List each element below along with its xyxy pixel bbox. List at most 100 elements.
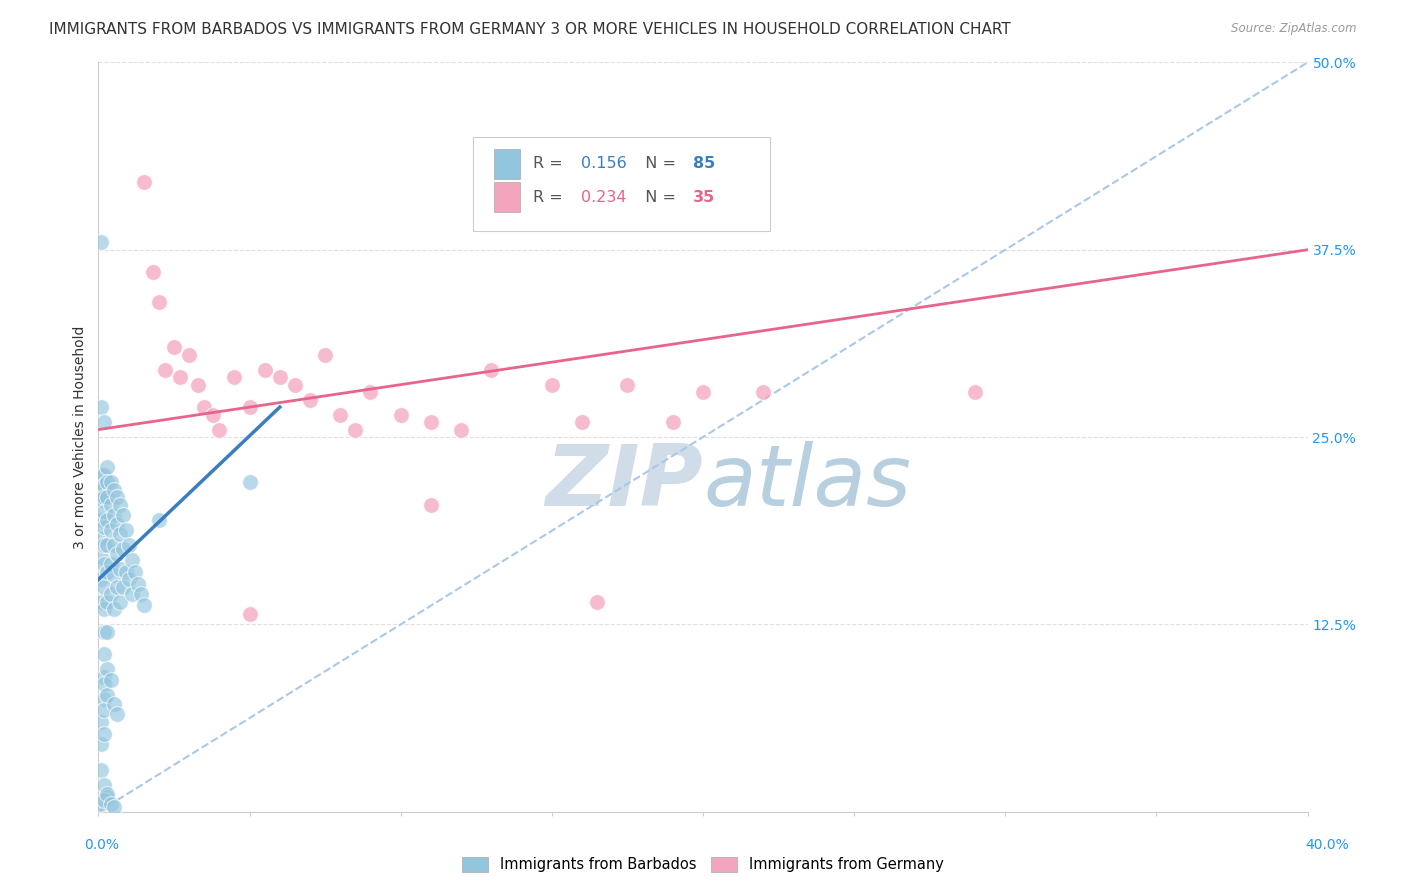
Point [90, 400, 112, 414]
Text: ZIP: ZIP [546, 441, 703, 524]
Point [93, 602, 115, 616]
Text: 0.234: 0.234 [581, 190, 627, 205]
Point [96, 565, 118, 579]
Point [124, 565, 146, 579]
Point [93, 478, 115, 492]
Point [96, 595, 118, 609]
Y-axis label: 3 or more Vehicles in Household: 3 or more Vehicles in Household [73, 326, 87, 549]
Point [93, 520, 115, 534]
Point [103, 483, 125, 497]
Text: N =: N = [636, 156, 682, 171]
Point [239, 475, 262, 489]
Point [90, 595, 112, 609]
Point [100, 475, 122, 489]
Point [114, 565, 136, 579]
Point [93, 692, 115, 706]
Point [103, 508, 125, 522]
Point [118, 573, 141, 587]
Point [100, 673, 122, 687]
Point [571, 415, 593, 429]
Point [96, 662, 118, 676]
Point [93, 467, 115, 482]
Point [90, 512, 112, 526]
Point [96, 460, 118, 475]
Point [148, 295, 170, 310]
Point [103, 800, 125, 814]
Point [108, 562, 131, 576]
Point [96, 538, 118, 552]
Point [93, 580, 115, 594]
Point [100, 523, 122, 537]
Point [253, 362, 276, 376]
Point [299, 392, 322, 407]
Point [420, 498, 443, 512]
Point [187, 377, 209, 392]
Point [344, 423, 367, 437]
Point [692, 385, 714, 400]
Point [224, 370, 246, 384]
Point [100, 498, 122, 512]
Point [93, 648, 115, 662]
Point [105, 490, 128, 504]
FancyBboxPatch shape [494, 182, 520, 212]
Point [132, 598, 155, 612]
Point [163, 340, 186, 354]
Point [121, 553, 143, 567]
FancyBboxPatch shape [474, 137, 769, 231]
Point [93, 670, 115, 684]
Point [202, 408, 225, 422]
Point [100, 558, 122, 572]
Point [111, 580, 134, 594]
Point [420, 415, 443, 429]
Point [93, 677, 115, 691]
Point [121, 587, 143, 601]
Point [269, 370, 291, 384]
Point [148, 512, 170, 526]
Text: 0.0%: 0.0% [84, 838, 118, 852]
Point [90, 573, 112, 587]
Point [118, 538, 141, 552]
Text: 35: 35 [693, 190, 716, 205]
Point [96, 490, 118, 504]
FancyBboxPatch shape [494, 149, 520, 178]
Text: R =: R = [533, 156, 568, 171]
Point [105, 516, 128, 531]
Point [105, 707, 128, 722]
Point [103, 538, 125, 552]
Point [93, 558, 115, 572]
Point [284, 377, 307, 392]
Point [127, 577, 149, 591]
Point [90, 490, 112, 504]
Point [93, 538, 115, 552]
Point [752, 385, 775, 400]
Point [193, 400, 215, 414]
Point [90, 797, 112, 812]
Text: 0.156: 0.156 [581, 156, 627, 171]
Point [90, 478, 112, 492]
Text: N =: N = [636, 190, 682, 205]
Text: R =: R = [533, 190, 568, 205]
Point [169, 370, 191, 384]
Point [105, 547, 128, 561]
Point [360, 385, 382, 400]
Point [96, 624, 118, 639]
Point [103, 602, 125, 616]
Point [90, 493, 112, 508]
Text: atlas: atlas [703, 441, 911, 524]
Text: Source: ZipAtlas.com: Source: ZipAtlas.com [1232, 22, 1357, 36]
Point [965, 385, 987, 400]
Point [314, 348, 336, 362]
Point [96, 688, 118, 702]
Point [179, 348, 201, 362]
Point [108, 498, 131, 512]
Point [100, 797, 122, 812]
Point [142, 265, 165, 279]
Point [103, 697, 125, 711]
Point [90, 714, 112, 729]
Point [96, 512, 118, 526]
Point [90, 235, 112, 250]
Point [90, 763, 112, 777]
Point [616, 377, 638, 392]
Point [153, 362, 176, 376]
Text: 40.0%: 40.0% [1305, 838, 1350, 852]
